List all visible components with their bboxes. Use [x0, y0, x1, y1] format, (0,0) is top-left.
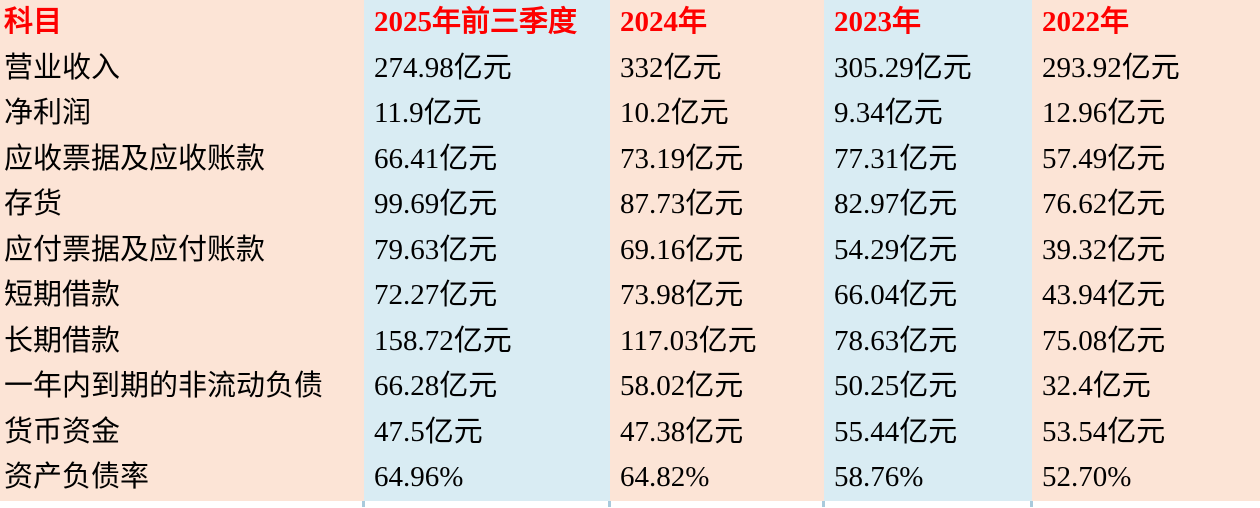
cell-value: 10.2亿元 [610, 91, 824, 137]
cell-value: 73.98亿元 [610, 273, 824, 319]
table-bottom-edge [0, 501, 1260, 508]
cell-value: 58.02亿元 [610, 364, 824, 410]
cell-value: 99.69亿元 [364, 182, 610, 228]
cell-value: 66.41亿元 [364, 136, 610, 182]
cell-value: 76.62亿元 [1032, 182, 1260, 228]
cell-value: 79.63亿元 [364, 227, 610, 273]
row-label: 应付票据及应付账款 [0, 227, 364, 273]
row-label: 营业收入 [0, 45, 364, 91]
cell-value: 54.29亿元 [824, 227, 1032, 273]
cell-value: 158.72亿元 [364, 318, 610, 364]
cell-value: 274.98亿元 [364, 45, 610, 91]
row-label: 应收票据及应收账款 [0, 136, 364, 182]
cell-border-tick [1030, 501, 1033, 507]
cell-value: 58.76% [824, 455, 1032, 501]
row-label: 净利润 [0, 91, 364, 137]
row-label: 货币资金 [0, 409, 364, 455]
cell-value: 32.4亿元 [1032, 364, 1260, 410]
column-header-2024: 2024年 [610, 0, 824, 46]
cell-value: 82.97亿元 [824, 182, 1032, 228]
cell-value: 77.31亿元 [824, 136, 1032, 182]
cell-value: 57.49亿元 [1032, 136, 1260, 182]
cell-value: 305.29亿元 [824, 45, 1032, 91]
cell-value: 55.44亿元 [824, 409, 1032, 455]
cell-value: 11.9亿元 [364, 91, 610, 137]
cell-value: 64.96% [364, 455, 610, 501]
cell-value: 12.96亿元 [1032, 91, 1260, 137]
cell-value: 66.04亿元 [824, 273, 1032, 319]
cell-border-tick [362, 501, 365, 507]
cell-value: 69.16亿元 [610, 227, 824, 273]
cell-value: 9.34亿元 [824, 91, 1032, 137]
row-label: 长期借款 [0, 318, 364, 364]
row-label: 资产负债率 [0, 455, 364, 501]
cell-value: 47.38亿元 [610, 409, 824, 455]
cell-value: 72.27亿元 [364, 273, 610, 319]
cell-value: 332亿元 [610, 45, 824, 91]
row-label: 短期借款 [0, 273, 364, 319]
row-label: 存货 [0, 182, 364, 228]
cell-value: 64.82% [610, 455, 824, 501]
cell-value: 43.94亿元 [1032, 273, 1260, 319]
column-header-subject: 科目 [0, 0, 364, 46]
cell-value: 53.54亿元 [1032, 409, 1260, 455]
cell-value: 39.32亿元 [1032, 227, 1260, 273]
column-header-2022: 2022年 [1032, 0, 1260, 46]
column-header-2023: 2023年 [824, 0, 1032, 46]
row-label: 一年内到期的非流动负债 [0, 364, 364, 410]
cell-value: 293.92亿元 [1032, 45, 1260, 91]
cell-value: 73.19亿元 [610, 136, 824, 182]
cell-border-tick [822, 501, 825, 507]
cell-value: 87.73亿元 [610, 182, 824, 228]
cell-value: 52.70% [1032, 455, 1260, 501]
cell-value: 47.5亿元 [364, 409, 610, 455]
cell-value: 117.03亿元 [610, 318, 824, 364]
cell-value: 50.25亿元 [824, 364, 1032, 410]
cell-border-tick [608, 501, 611, 507]
cell-value: 66.28亿元 [364, 364, 610, 410]
column-header-2025q3: 2025年前三季度 [364, 0, 610, 46]
cell-value: 75.08亿元 [1032, 318, 1260, 364]
cell-value: 78.63亿元 [824, 318, 1032, 364]
